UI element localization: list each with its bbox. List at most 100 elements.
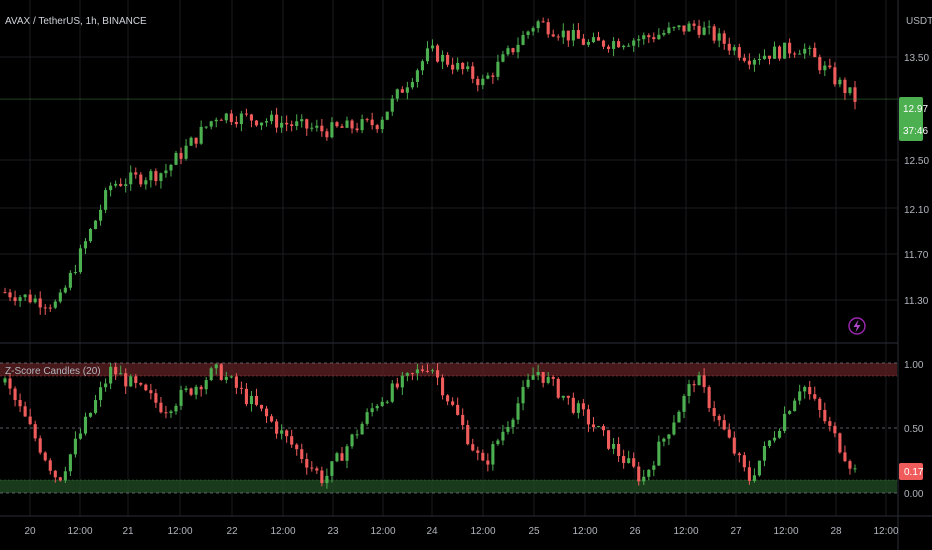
price-candle: [18, 297, 22, 302]
indicator-candle: [189, 388, 193, 395]
indicator-candle: [33, 424, 37, 439]
indicator-candle: [506, 427, 510, 432]
indicator-candle: [179, 390, 183, 406]
indicator-candle: [68, 454, 72, 472]
indicator-candle: [697, 375, 701, 386]
indicator-candle: [591, 424, 596, 428]
lightning-icon[interactable]: [848, 317, 866, 335]
price-candle: [149, 171, 153, 181]
indicator-candle: [677, 411, 681, 423]
indicator-candle: [275, 421, 279, 434]
price-candle: [491, 75, 495, 77]
price-badge-bg: [899, 97, 923, 141]
indicator-candle: [808, 386, 812, 395]
indicator-candle: [264, 408, 269, 417]
indicator-title[interactable]: Z-Score Candles (20): [5, 366, 101, 377]
price-candle: [823, 65, 827, 71]
indicator-candle: [48, 460, 52, 471]
price-candle: [531, 28, 535, 32]
price-candle: [270, 114, 274, 122]
price-candle: [209, 121, 213, 127]
indicator-candle: [325, 475, 329, 484]
time-tick: 24: [426, 526, 438, 537]
indicator-candle: [365, 412, 369, 424]
time-tick: 25: [528, 526, 540, 537]
indicator-candle: [290, 436, 294, 445]
price-candle: [229, 113, 233, 122]
indicator-candle: [239, 387, 243, 389]
indicator-candle: [516, 403, 520, 420]
price-candle: [129, 172, 133, 185]
price-candle: [601, 40, 606, 47]
price-candle: [204, 126, 208, 128]
indicator-candle: [375, 405, 379, 409]
indicator-candle: [53, 470, 57, 478]
price-candle: [290, 124, 294, 126]
price-candle: [214, 119, 218, 122]
price-candle: [561, 30, 565, 38]
time-tick: 12:00: [370, 526, 395, 537]
indicator-candle: [244, 388, 248, 405]
indicator-candle: [511, 419, 515, 428]
indicator-candle: [83, 416, 88, 434]
indicator-candle: [270, 416, 274, 422]
price-candle: [325, 131, 329, 138]
indicator-candle: [3, 378, 7, 383]
price-candle: [330, 122, 334, 138]
indicator-candle: [435, 370, 440, 378]
price-candle: [682, 25, 686, 32]
indicator-candle: [466, 424, 470, 445]
indicator-candle: [471, 444, 475, 451]
price-candle: [28, 294, 32, 303]
price-candle: [420, 61, 425, 71]
price-candle: [833, 67, 837, 85]
indicator-candle: [722, 420, 726, 430]
price-candle: [702, 27, 706, 35]
indicator-candle: [199, 386, 203, 390]
price-candle: [501, 54, 505, 62]
indicator-candle: [254, 396, 259, 405]
time-tick: 12:00: [470, 526, 495, 537]
price-candle: [3, 292, 7, 294]
price-candle: [385, 111, 389, 120]
symbol-title[interactable]: AVAX / TetherUS, 1h, BINANCE: [5, 16, 147, 27]
indicator-candle: [833, 425, 837, 434]
indicator-tick: 0.00: [904, 489, 924, 500]
price-candle: [556, 36, 560, 38]
price-candle: [144, 180, 148, 185]
indicator-candle: [818, 398, 822, 410]
indicator-candle: [707, 387, 711, 409]
indicator-candle: [224, 376, 228, 380]
price-candle: [762, 55, 767, 60]
indicator-candle: [642, 476, 646, 482]
price-candle: [637, 39, 641, 41]
indicator-candle: [446, 395, 450, 402]
price-tick: 12.50: [904, 156, 929, 167]
price-candle: [370, 119, 374, 126]
price-candle: [747, 60, 751, 65]
price-candle: [350, 120, 354, 129]
indicator-candle: [813, 394, 817, 399]
price-candle: [435, 45, 440, 62]
indicator-tick: 0.50: [904, 424, 924, 435]
price-candle: [295, 121, 299, 126]
price-candle: [395, 89, 399, 99]
indicator-candle: [13, 388, 17, 401]
indicator-candle: [541, 371, 545, 383]
indicator-candle: [93, 400, 98, 413]
price-candle: [657, 34, 661, 40]
price-candle: [828, 65, 832, 68]
price-candle: [174, 152, 178, 165]
time-tick: 12:00: [572, 526, 597, 537]
price-tick: 12.10: [904, 205, 929, 216]
indicator-candle: [838, 433, 842, 453]
indicator-candle: [164, 412, 168, 414]
price-candle: [425, 48, 430, 62]
indicator-candle: [305, 459, 309, 468]
indicator-candle: [385, 401, 389, 403]
indicator-candle: [772, 437, 777, 441]
indicator-bands: [0, 362, 897, 494]
indicator-candle: [566, 395, 570, 398]
indicator-candle: [501, 431, 505, 441]
